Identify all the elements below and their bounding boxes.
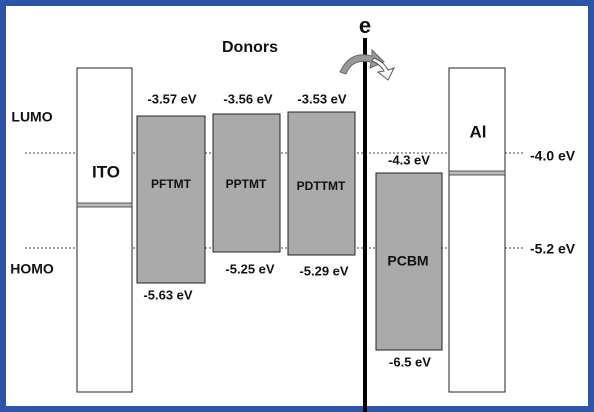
pdttmt-band xyxy=(287,111,356,256)
electron-label: e xyxy=(359,13,371,38)
homo-value: -5.25 eV xyxy=(225,261,274,276)
electron-arrow-left xyxy=(339,48,385,75)
lumo-label: LUMO xyxy=(11,109,52,125)
pptmt-band xyxy=(212,113,281,253)
al-work-function xyxy=(448,170,506,176)
lumo-value: -3.57 eV xyxy=(147,91,196,106)
lumo-value: -3.53 eV xyxy=(297,91,346,106)
homo-value: -6.5 eV xyxy=(389,354,431,369)
lumo-value: -4.3 eV xyxy=(388,152,430,167)
ito-label: ITO xyxy=(92,162,120,181)
homo-value: -5.29 eV xyxy=(299,263,348,278)
material-name: PDTTMT xyxy=(297,179,346,193)
ito-electrode xyxy=(76,67,133,393)
lumo-value: -3.56 eV xyxy=(223,91,272,106)
lumo-ev-label: -4.0 eV xyxy=(530,148,576,164)
homo-value: -5.63 eV xyxy=(143,287,192,302)
material-name: PFTMT xyxy=(151,177,192,191)
material-name: PPTMT xyxy=(226,177,267,191)
electron-arrow-right xyxy=(371,57,395,81)
ito-work-function xyxy=(76,202,133,208)
donors-title: Donors xyxy=(222,39,278,56)
pcbm-band xyxy=(375,172,443,351)
homo-label: HOMO xyxy=(10,261,54,277)
al-label: Al xyxy=(470,122,487,141)
homo-ev-label: -5.2 eV xyxy=(530,241,576,257)
al-electrode xyxy=(448,67,506,393)
material-name: PCBM xyxy=(387,253,428,269)
pftmt-band xyxy=(136,115,206,284)
